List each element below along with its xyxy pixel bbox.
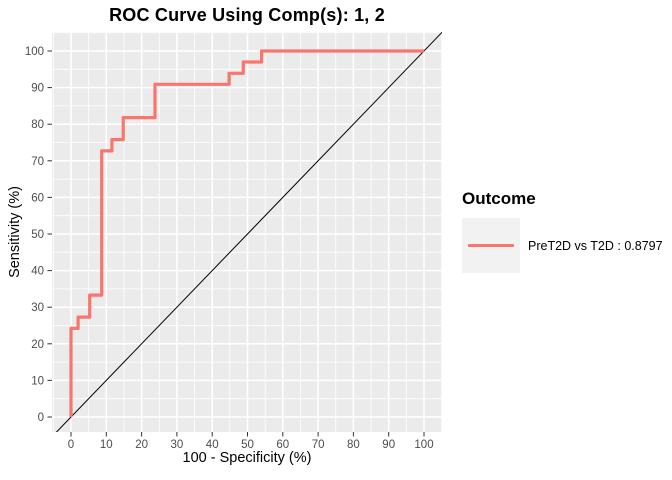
x-tick-label: 50 [241, 439, 254, 451]
x-tick-label: 20 [135, 439, 148, 451]
x-tick-label: 100 [414, 439, 433, 451]
legend-title: Outcome [462, 189, 536, 208]
legend-item: PreT2D vs T2D : 0.8797 [462, 218, 663, 273]
x-tick-label: 90 [382, 439, 395, 451]
y-tick-label: 30 [31, 302, 44, 314]
x-axis-title: 100 - Specificity (%) [182, 450, 312, 466]
x-tick-label: 70 [312, 439, 325, 451]
y-tick-label: 50 [31, 229, 44, 241]
y-tick-label: 60 [31, 192, 44, 204]
y-axis-title: Sensitivity (%) [7, 186, 23, 278]
legend: Outcome PreT2D vs T2D : 0.8797 [462, 189, 663, 273]
y-tick-label: 80 [31, 119, 44, 131]
y-tick-label: 20 [31, 339, 44, 351]
legend-label: PreT2D vs T2D : 0.8797 [528, 238, 663, 253]
y-tick-label: 10 [31, 375, 44, 387]
y-tick-label: 40 [31, 266, 44, 278]
reference-diagonal-line [55, 32, 442, 432]
x-tick-label: 0 [68, 439, 74, 451]
legend-key [462, 218, 520, 273]
y-tick-label: 0 [38, 412, 44, 424]
legend-key-line-icon [468, 243, 514, 248]
x-tick-label: 30 [171, 439, 184, 451]
y-tick-label: 70 [31, 156, 44, 168]
x-tick-label: 10 [100, 439, 113, 451]
plot-title: ROC Curve Using Comp(s): 1, 2 [109, 5, 385, 25]
x-tick-label: 60 [276, 439, 289, 451]
x-tick-label: 40 [206, 439, 219, 451]
y-tick-label: 100 [25, 46, 44, 58]
roc-curve [69, 49, 424, 417]
y-tick-label: 90 [31, 83, 44, 95]
panel-content [52, 32, 442, 432]
x-tick-label: 80 [347, 439, 360, 451]
